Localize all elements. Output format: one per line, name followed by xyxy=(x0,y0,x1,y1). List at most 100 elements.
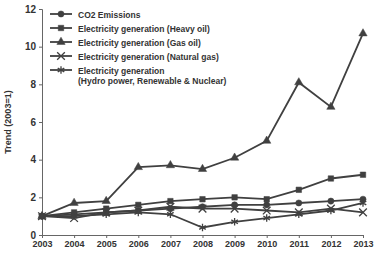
series-marker xyxy=(328,198,334,204)
y-tick: 10 xyxy=(25,41,42,52)
legend-label: CO2 Emissions xyxy=(78,10,141,20)
series-marker xyxy=(134,162,142,169)
x-tick-label: 2005 xyxy=(97,239,117,249)
y-tick-label: 2 xyxy=(30,192,36,203)
y-tick-mark xyxy=(39,84,42,85)
series-marker xyxy=(70,198,78,205)
x-tick-label: 2011 xyxy=(290,239,310,249)
x-tick-label: 2009 xyxy=(225,239,245,249)
legend-label: Electricity generation (Heavy oil) xyxy=(78,24,210,34)
series-marker xyxy=(296,200,302,206)
y-tick-label: 12 xyxy=(25,4,37,15)
series-marker xyxy=(168,198,173,203)
series-marker xyxy=(135,209,142,217)
series-marker xyxy=(327,102,335,109)
legend-entry: Electricity generation (Natural gas) xyxy=(50,52,219,62)
legend-marker xyxy=(58,66,65,74)
series-marker xyxy=(231,205,239,213)
y-tick-mark xyxy=(39,9,42,10)
series-marker xyxy=(296,210,303,218)
series-marker xyxy=(295,78,303,85)
series-marker xyxy=(264,202,270,208)
series-marker xyxy=(360,172,365,177)
legend-label: Electricity generation(Hydro power, Rene… xyxy=(78,66,226,86)
x-tick: 2004 xyxy=(65,235,85,249)
y-axis-line xyxy=(39,10,43,236)
series-marker xyxy=(102,196,110,203)
legend-label: Electricity generation (Natural gas) xyxy=(78,52,219,62)
x-tick: 2007 xyxy=(161,235,181,249)
x-tick: 2006 xyxy=(129,235,149,249)
series-marker xyxy=(359,209,367,217)
legend: CO2 Emissions Electricity generation (Hea… xyxy=(50,10,226,86)
series-marker xyxy=(264,196,269,201)
x-tick-mark xyxy=(74,235,75,238)
x-tick-mark xyxy=(170,235,171,238)
legend-entry: Electricity generation(Hydro power, Rene… xyxy=(50,66,226,86)
chart: 2003200420052006200720082009201020112012… xyxy=(0,0,375,257)
legend-entry: Electricity generation (Gas oil) xyxy=(50,37,201,47)
y-tick: 12 xyxy=(25,4,42,15)
y-tick-label: 6 xyxy=(30,117,36,128)
x-axis-line xyxy=(43,236,364,239)
series-group xyxy=(38,29,367,232)
legend-marker xyxy=(57,37,65,44)
series-marker xyxy=(39,212,46,220)
x-tick-mark xyxy=(235,235,236,238)
y-tick-mark xyxy=(39,122,42,123)
y-tick: 4 xyxy=(30,154,42,165)
x-tick-mark xyxy=(363,235,364,238)
y-axis-title: Trend (2003=1) xyxy=(3,90,13,153)
y-tick-label: 0 xyxy=(30,230,36,241)
series-marker xyxy=(328,176,333,181)
x-tick: 2010 xyxy=(257,235,277,249)
x-tick-label: 2012 xyxy=(321,239,341,249)
x-tick: 2009 xyxy=(225,235,245,249)
x-tick: 2013 xyxy=(353,235,373,249)
y-tick-mark xyxy=(39,160,42,161)
series-marker xyxy=(103,210,110,218)
x-tick: 2012 xyxy=(321,235,341,249)
x-tick-mark xyxy=(267,235,268,238)
series-marker xyxy=(230,153,238,160)
series-marker xyxy=(167,210,174,218)
series-marker xyxy=(166,161,174,168)
y-tick-mark xyxy=(39,197,42,198)
x-tick-mark xyxy=(331,235,332,238)
series-line xyxy=(42,33,363,216)
y-tick: 8 xyxy=(30,79,42,90)
x-tick: 2005 xyxy=(97,235,117,249)
series-marker xyxy=(360,199,367,207)
series-marker xyxy=(232,195,237,200)
legend-entry: Electricity generation (Heavy oil) xyxy=(50,24,210,34)
legend-marker xyxy=(57,52,65,60)
legend-marker xyxy=(58,11,64,17)
x-tick-mark xyxy=(138,235,139,238)
y-tick-mark xyxy=(39,235,42,236)
x-axis: 2003 2004 2005 2006 2007 2008 2009 2010 2011 2012… xyxy=(32,235,373,249)
y-tick-label: 10 xyxy=(25,41,37,52)
series-marker xyxy=(263,207,271,215)
series-marker xyxy=(328,207,335,215)
legend-label: Electricity generation (Gas oil) xyxy=(78,38,201,48)
series-marker xyxy=(198,164,206,171)
y-tick: 6 xyxy=(30,117,42,128)
series-marker xyxy=(167,203,175,211)
series-marker xyxy=(71,212,78,220)
x-tick: 2011 xyxy=(290,235,310,249)
x-tick-label: 2008 xyxy=(193,239,213,249)
x-tick-label: 2010 xyxy=(257,239,277,249)
x-tick-label: 2003 xyxy=(32,239,52,249)
x-tick-label: 2013 xyxy=(353,239,373,249)
series-marker xyxy=(263,136,271,143)
x-tick: 2008 xyxy=(193,235,213,249)
y-tick-mark xyxy=(39,47,42,48)
x-tick-label: 2006 xyxy=(129,239,149,249)
series-marker xyxy=(199,205,207,213)
legend-entry: CO2 Emissions xyxy=(50,10,141,20)
y-tick-label: 8 xyxy=(30,79,36,90)
y-tick: 0 xyxy=(30,230,42,241)
plot: 2003200420052006200720082009201020112012… xyxy=(25,4,374,250)
series-marker xyxy=(136,202,141,207)
legend-marker xyxy=(58,25,63,30)
